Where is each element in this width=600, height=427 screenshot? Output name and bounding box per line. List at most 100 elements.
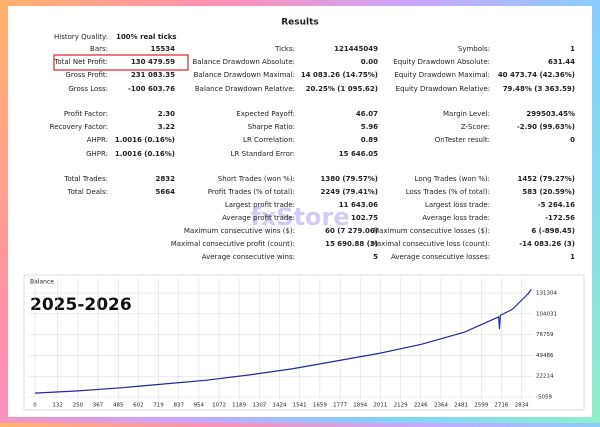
value: 79.48% (3 363.59) [503, 85, 575, 93]
x-tick-label: 1424 [273, 403, 287, 409]
value: 0 [570, 136, 575, 144]
label: Loss Trades (% of total): [406, 188, 490, 196]
value: 231 083.35 [131, 71, 175, 79]
label: Balance Drawdown Relative: [195, 85, 295, 93]
value: 2.30 [158, 110, 175, 118]
y-tick-label: 131304 [536, 291, 557, 297]
label: Average profit trade: [222, 214, 295, 222]
y-tick-label: 76759 [536, 332, 554, 338]
highlight-box [53, 54, 189, 71]
x-tick-label: 2246 [414, 403, 428, 409]
value: 14 083.26 (14.75%) [301, 71, 378, 79]
x-tick-label: 719 [153, 403, 164, 409]
value: 2832 [156, 175, 176, 183]
value: 583 (20.59%) [522, 188, 575, 196]
label: History Quality: [54, 33, 108, 41]
label: Symbols: [458, 45, 490, 53]
value: 631.44 [548, 58, 575, 66]
label: Balance Drawdown Absolute: [193, 58, 296, 66]
label: Recovery Factor: [50, 123, 108, 131]
label: Average loss trade: [422, 214, 490, 222]
label: Long Trades (won %): [415, 175, 490, 183]
value: 299503.45% [526, 110, 575, 118]
label: OnTester result: [435, 136, 490, 144]
value: 15 646.05 [339, 150, 378, 158]
label: Maximum consecutive wins ($): [184, 227, 295, 235]
x-tick-label: 367 [93, 403, 104, 409]
x-tick-label: 2834 [515, 403, 529, 409]
x-tick-label: 250 [73, 403, 84, 409]
label: Ticks: [274, 45, 295, 53]
title: Results [281, 18, 319, 28]
value: 1 [570, 45, 575, 53]
label: Total Net Profit: [53, 58, 108, 66]
x-tick-label: 2716 [494, 403, 508, 409]
x-tick-label: 0 [33, 403, 37, 409]
y-tick-label: 22214 [536, 374, 554, 380]
x-tick-label: 954 [194, 403, 205, 409]
watermark: fxStore [250, 203, 349, 231]
x-tick-label: 485 [113, 403, 124, 409]
balance-line [34, 289, 532, 394]
y-tick-label: 104031 [536, 311, 557, 317]
value: 6 (-898.45) [531, 227, 575, 235]
label: Balance Drawdown Maximal: [194, 71, 295, 79]
x-tick-label: 2129 [394, 403, 408, 409]
label: Average consecutive wins: [202, 253, 295, 261]
value: 5.96 [361, 123, 378, 131]
x-tick-label: 2364 [434, 403, 448, 409]
value: 11 643.06 [339, 201, 378, 209]
value: 15 690.88 (3) [325, 240, 378, 248]
label: Total Trades: [63, 175, 108, 183]
label: Short Trades (won %): [218, 175, 295, 183]
label: Total Deals: [66, 188, 108, 196]
x-tick-label: 2481 [454, 403, 468, 409]
value: 46.07 [356, 110, 378, 118]
value: 0.89 [361, 136, 378, 144]
value: 1380 (79.57%) [321, 175, 378, 183]
value: 130 479.59 [131, 58, 175, 66]
value: -14 083.26 (3) [519, 240, 575, 248]
value: -2.90 (99.63%) [517, 123, 575, 131]
label: Equity Drawdown Maximal: [394, 71, 490, 79]
label: LR Correlation: [243, 136, 295, 144]
x-tick-label: 1072 [212, 403, 226, 409]
value: 1 [570, 253, 575, 261]
label: Largest loss trade: [425, 201, 490, 209]
x-tick-label: 2599 [474, 403, 488, 409]
label: Largest profit trade: [225, 201, 295, 209]
value: 40 473.74 (42.36%) [498, 71, 575, 79]
x-tick-label: 1777 [333, 403, 347, 409]
y-tick-label: 49486 [536, 353, 554, 359]
x-tick-label: 132 [52, 403, 63, 409]
value: 102.75 [351, 214, 378, 222]
value: 5 [373, 253, 378, 261]
label: LR Standard Error: [231, 150, 295, 158]
value: 5664 [156, 188, 176, 196]
chart-title: Balance [30, 279, 54, 286]
label: Average consecutive losses: [391, 253, 490, 261]
label: Bars: [90, 45, 108, 53]
label: Sharpe Ratio: [248, 123, 295, 131]
x-tick-label: 1659 [313, 403, 327, 409]
x-tick-label: 1541 [293, 403, 307, 409]
label: Gross Loss: [68, 85, 108, 93]
value: 2249 (79.41%) [321, 188, 378, 196]
label: Profit Trades (% of total): [208, 188, 295, 196]
y-tick-label: -5059 [536, 395, 552, 401]
value: 1.0016 (0.16%) [115, 136, 175, 144]
value: 20.25% (1 095.62) [306, 85, 378, 93]
label: Margin Level: [443, 110, 490, 118]
value: 1.0016 (0.16%) [115, 150, 175, 158]
x-tick-label: 1894 [353, 403, 367, 409]
value: 121445049 [334, 45, 378, 53]
value: 100% real ticks [116, 33, 177, 41]
value: 15534 [151, 45, 175, 53]
label: Maximal consecutive loss (count): [371, 240, 490, 248]
value: 1452 (79.27%) [518, 175, 575, 183]
value: -100 603.76 [128, 85, 175, 93]
label: Maximal consecutive profit (count): [171, 240, 295, 248]
x-tick-label: 2011 [373, 403, 387, 409]
